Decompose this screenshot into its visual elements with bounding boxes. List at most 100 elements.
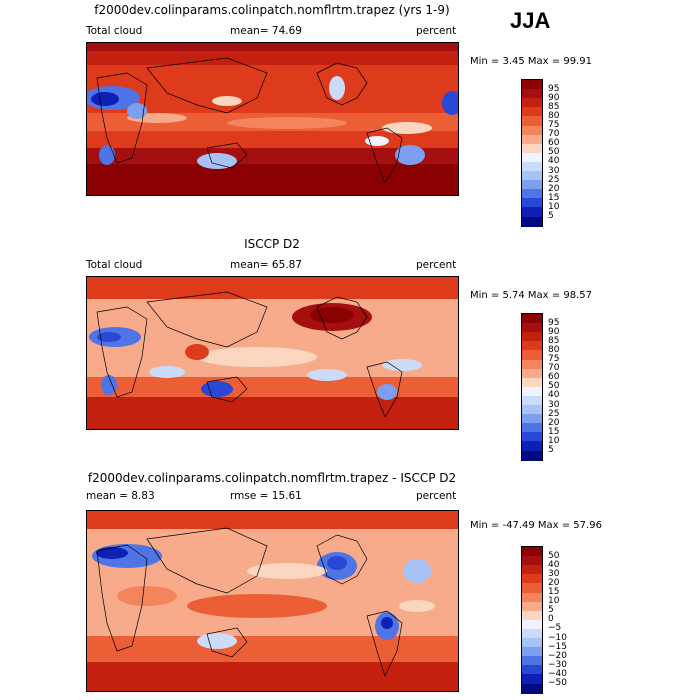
colorbar-label: 15	[548, 192, 560, 203]
colorbar-swatch	[522, 638, 542, 648]
colorbar-label: 50	[548, 147, 560, 158]
panel-1-mean: mean= 74.69	[230, 25, 302, 37]
colorbar-label: 85	[548, 335, 560, 346]
panel-2-units: percent	[416, 259, 457, 271]
panel-2-minmax: Min = 5.74 Max = 98.57	[470, 290, 592, 301]
colorbar-swatch	[522, 198, 542, 209]
colorbar-label: −40	[548, 668, 567, 679]
colorbar-label: 95	[548, 317, 560, 328]
colorbar-swatch	[522, 574, 542, 585]
colorbar-label: −15	[548, 641, 567, 652]
colorbar-swatch	[522, 386, 542, 397]
panel-3-title: f2000dev.colinparams.colinpatch.nomflrtm…	[87, 471, 457, 485]
colorbar-swatch	[522, 189, 542, 200]
colorbar-swatch	[522, 368, 542, 379]
panel-2-title: ISCCP D2	[244, 237, 300, 251]
colorbar-label: 5	[548, 211, 554, 221]
colorbar-label: −20	[548, 650, 567, 661]
colorbar-label: 30	[548, 165, 560, 176]
colorbar-label: 25	[548, 408, 560, 419]
colorbar-swatch	[522, 610, 542, 621]
colorbar-swatch	[522, 405, 542, 415]
panel-1-map	[86, 42, 459, 196]
colorbar-label: 10	[548, 596, 560, 607]
panel-2-mean: mean= 65.87	[230, 259, 302, 271]
colorbar-label: 85	[548, 101, 560, 112]
colorbar-swatch	[522, 98, 542, 109]
colorbar-swatch	[522, 171, 542, 181]
colorbar-swatch	[522, 628, 542, 639]
colorbar-swatch	[522, 592, 542, 603]
colorbar-label: 40	[548, 156, 560, 167]
colorbar-swatch	[522, 180, 542, 191]
colorbar-swatch	[522, 619, 542, 630]
colorbar-swatch	[522, 143, 542, 154]
colorbar-label: 20	[548, 417, 560, 428]
colorbar-label: 10	[548, 435, 560, 446]
colorbar-swatch	[522, 161, 542, 172]
colorbar-swatch	[522, 377, 542, 388]
colorbar-label: 80	[548, 344, 560, 355]
colorbar-label: −30	[548, 659, 567, 670]
colorbar-label: 50	[548, 381, 560, 392]
colorbar-label: 5	[548, 445, 554, 455]
colorbar-label: 30	[548, 568, 560, 579]
panel-1-title: f2000dev.colinparams.colinpatch.nomflrtm…	[94, 3, 450, 17]
colorbar-swatch	[522, 450, 542, 461]
colorbar-swatch	[522, 601, 542, 612]
colorbar-swatch	[522, 423, 542, 434]
panel-3-map	[86, 510, 459, 692]
panel-1-variable-label: Total cloud	[86, 25, 143, 37]
colorbar-label: 20	[548, 577, 560, 588]
colorbar-label: 90	[548, 92, 560, 103]
panel-2-variable-label: Total cloud	[86, 259, 143, 271]
panel-3-mean: mean = 8.83	[86, 490, 155, 502]
colorbar-swatch	[522, 432, 542, 443]
colorbar-label: −5	[548, 623, 562, 634]
colorbar-label: 0	[548, 614, 554, 625]
panel-3-units: percent	[416, 490, 457, 502]
colorbar-swatch	[522, 395, 542, 406]
colorbar-swatch	[522, 547, 542, 557]
colorbar-swatch	[522, 674, 542, 685]
panel-3-minmax: Min = -47.49 Max = 57.96	[470, 520, 602, 531]
colorbar-swatch	[522, 556, 542, 567]
colorbar-label: 20	[548, 183, 560, 194]
colorbar-swatch	[522, 665, 542, 676]
panel-1-units: percent	[416, 25, 457, 37]
colorbar-swatch	[522, 583, 542, 594]
colorbar-swatch	[522, 116, 542, 127]
colorbar-swatch	[522, 332, 542, 343]
colorbar-label: 75	[548, 120, 560, 130]
colorbar-label: 40	[548, 559, 560, 570]
colorbar-swatch	[522, 207, 542, 218]
colorbar-swatch	[522, 80, 542, 90]
colorbar-swatch	[522, 656, 542, 667]
colorbar-label: 60	[548, 372, 560, 383]
colorbar-swatch	[522, 125, 542, 136]
colorbar-label: 10	[548, 201, 560, 212]
colorbar-label: −10	[548, 632, 567, 643]
panel-1-minmax: Min = 3.45 Max = 99.91	[470, 56, 592, 67]
colorbar-label: 95	[548, 83, 560, 94]
colorbar-swatch	[522, 314, 542, 324]
colorbar-label: 70	[548, 363, 560, 374]
colorbar-label: 15	[548, 587, 560, 597]
colorbar-label: 15	[548, 426, 560, 437]
colorbar-swatch	[522, 565, 542, 576]
season-label: JJA	[510, 8, 551, 33]
colorbar-label: 80	[548, 110, 560, 121]
colorbar-swatch	[522, 683, 542, 694]
colorbar-label: 25	[548, 174, 560, 185]
colorbar-swatch	[522, 323, 542, 334]
colorbar-swatch	[522, 152, 542, 163]
colorbar-label: 30	[548, 399, 560, 410]
colorbar-swatch	[522, 216, 542, 227]
colorbar-swatch	[522, 350, 542, 361]
colorbar-swatch	[522, 341, 542, 352]
colorbar-label: 60	[548, 138, 560, 149]
colorbar-swatch	[522, 134, 542, 145]
colorbar-label: 40	[548, 390, 560, 401]
colorbar-swatch	[522, 89, 542, 100]
colorbar-swatch	[522, 441, 542, 452]
